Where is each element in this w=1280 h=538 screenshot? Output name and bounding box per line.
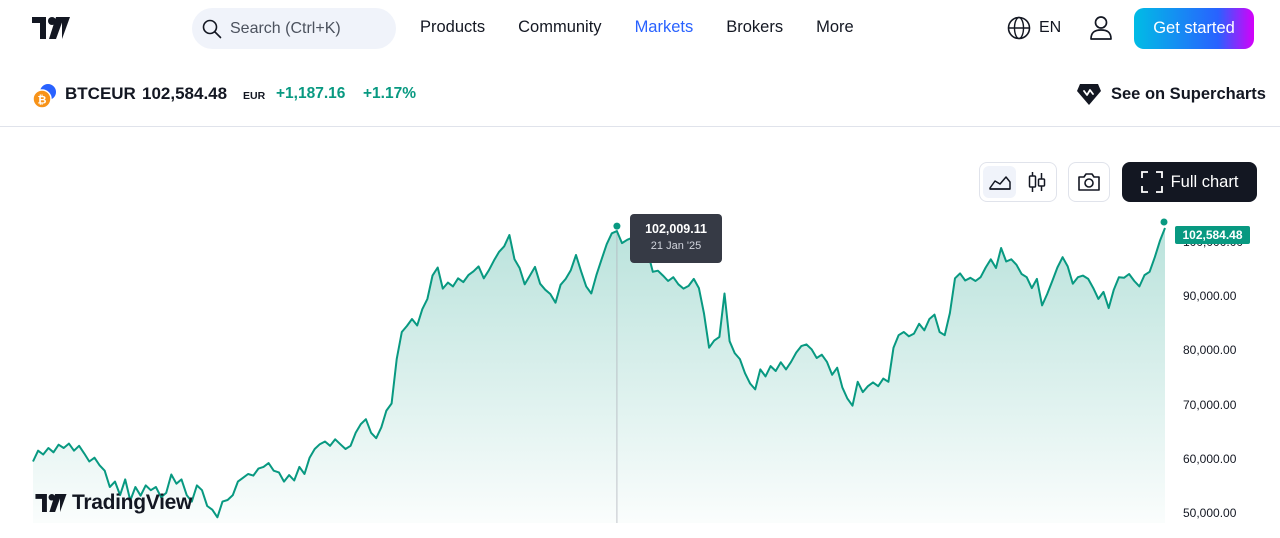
symbol-header: ₿ BTCEUR 102,584.48 EUR +1,187.16 +1.17%… [0, 70, 1280, 120]
candlestick-icon [1028, 172, 1045, 192]
area-chart-button[interactable] [983, 166, 1016, 198]
price-line [32, 227, 1166, 519]
tradingview-watermark: TradingView [34, 491, 192, 515]
supercharts-icon [1077, 84, 1101, 105]
svg-text:₿: ₿ [38, 94, 47, 107]
tradingview-logo-icon [35, 494, 67, 512]
camera-icon [1078, 173, 1100, 191]
header-divider [0, 126, 1280, 127]
y-tick-label: 50,000.00 [1183, 506, 1237, 520]
btc-eur-coin-icon: ₿ [32, 84, 56, 109]
last-price-point [1160, 218, 1168, 226]
fullscreen-icon [1140, 171, 1163, 193]
see-on-supercharts-link[interactable]: See on Supercharts [1076, 82, 1266, 106]
y-tick-label: 80,000.00 [1183, 343, 1237, 358]
candles-chart-button[interactable] [1020, 166, 1053, 198]
price-chart[interactable] [0, 205, 1280, 538]
y-tick-label: 60,000.00 [1183, 451, 1237, 466]
nav-markets[interactable]: Markets [634, 18, 694, 36]
nav-community[interactable]: Community [518, 18, 602, 36]
chart-style-toggle [979, 162, 1057, 202]
full-chart-label: Full chart [1170, 172, 1239, 191]
search-icon [202, 19, 222, 38]
nav-brokers[interactable]: Brokers [726, 18, 784, 36]
nav-products[interactable]: Products [420, 18, 486, 36]
price-area-fill [33, 228, 1165, 523]
snapshot-button[interactable] [1068, 162, 1110, 202]
get-started-button[interactable]: Get started [1134, 8, 1254, 49]
crosshair-point [613, 222, 621, 230]
user-icon[interactable] [1089, 15, 1113, 41]
main-menu: Products Community Markets Brokers More [420, 18, 854, 37]
top-navigation: Products Community Markets Brokers More … [0, 0, 1280, 58]
y-tick-label: 70,000.00 [1183, 397, 1237, 412]
full-chart-button[interactable]: Full chart [1122, 162, 1257, 202]
nav-more[interactable]: More [816, 18, 854, 36]
symbol-price: 102,584.48 [142, 84, 228, 103]
tooltip-value: 102,009.11 [645, 222, 707, 236]
globe-icon [1007, 16, 1031, 40]
price-change-percent: +1.17% [363, 85, 417, 102]
y-tick-label: 90,000.00 [1183, 289, 1237, 304]
last-price-label: 102,584.48 [1175, 226, 1250, 244]
symbol-currency: EUR [243, 90, 266, 102]
tradingview-logo-icon[interactable] [32, 17, 70, 39]
watermark-text: TradingView [72, 491, 193, 514]
search-input[interactable] [230, 19, 380, 38]
crosshair-tooltip: 102,009.11 21 Jan '25 [630, 214, 722, 263]
language-selector[interactable]: EN [1007, 16, 1061, 40]
language-label: EN [1039, 19, 1062, 36]
symbol-ticker: BTCEUR [65, 84, 136, 103]
supercharts-label: See on Supercharts [1111, 84, 1266, 103]
search-box[interactable] [192, 8, 396, 49]
tooltip-date: 21 Jan '25 [650, 240, 702, 252]
area-chart-icon [988, 176, 1011, 190]
price-change: +1,187.16 [276, 85, 346, 102]
